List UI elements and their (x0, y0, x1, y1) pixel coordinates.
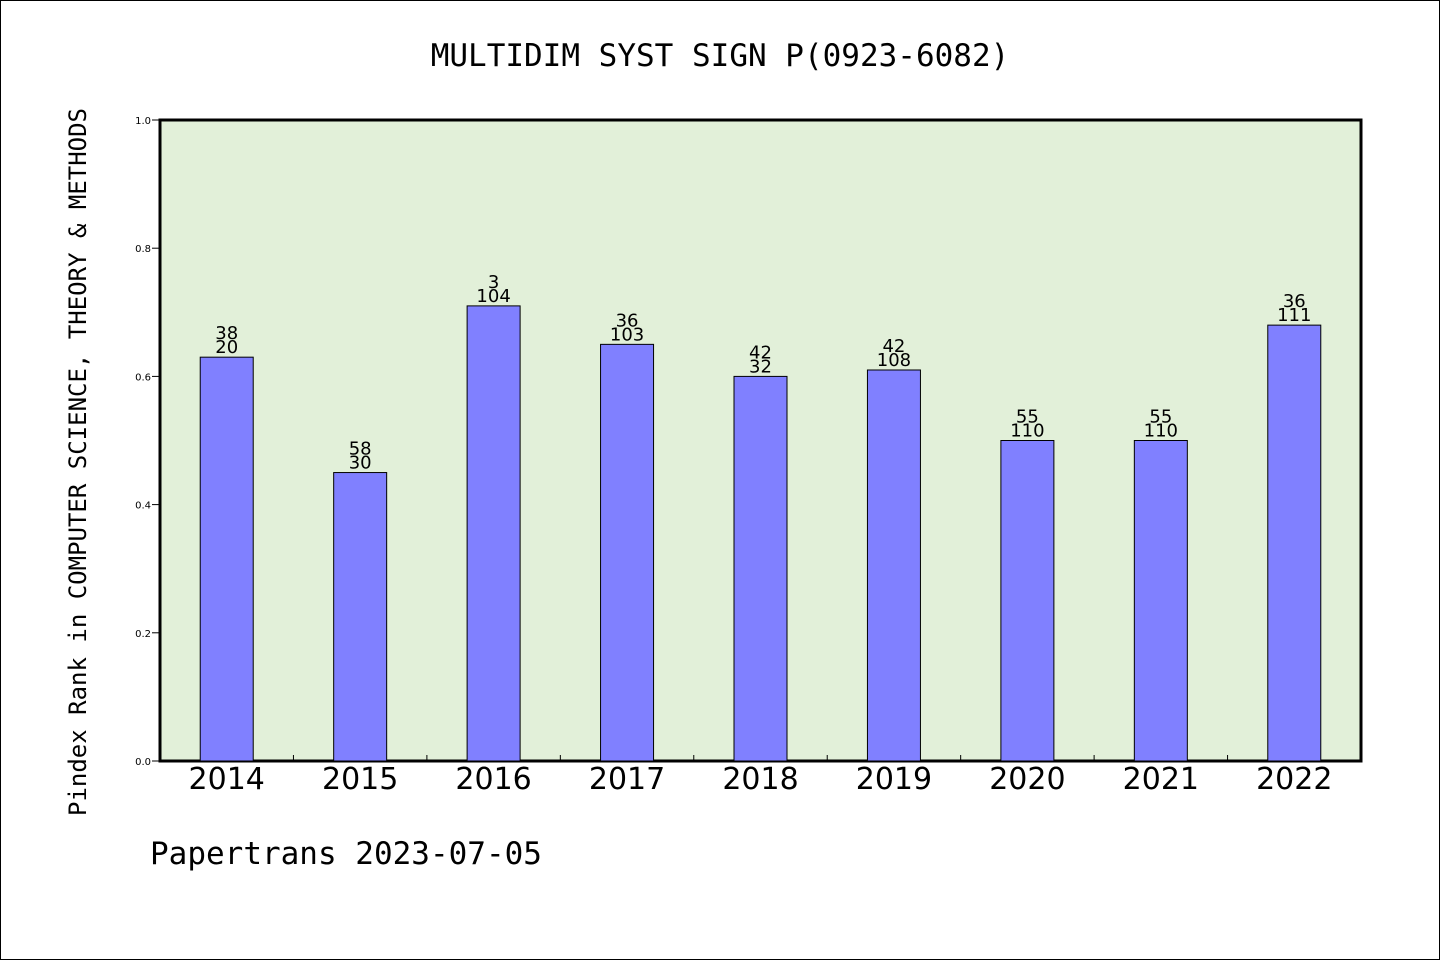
x-tick-label: 2021 (1123, 762, 1199, 797)
x-tick-label: 2019 (856, 762, 932, 797)
bar-2015 (333, 472, 388, 762)
data-label-bottom: 103 (610, 324, 644, 345)
y-tick-label: 0.8 (135, 244, 151, 255)
chart-title: MULTIDIM SYST SIGN P(0923-6082) (431, 38, 1010, 74)
data-label-top: 42 (749, 342, 772, 363)
x-tick-label: 2015 (322, 762, 398, 797)
data-label-top: 55 (1149, 407, 1172, 428)
x-tick-label: 2016 (455, 762, 531, 797)
data-label-top: 55 (1016, 407, 1039, 428)
bar-2017 (600, 343, 655, 762)
y-tick-label: 0.4 (135, 501, 151, 512)
data-label-bottom: 104 (476, 286, 510, 307)
footer-text: Papertrans 2023-07-05 (150, 836, 542, 872)
x-tick-label: 2018 (722, 762, 798, 797)
bar-2014 (199, 356, 254, 762)
x-tick-label: 2014 (189, 762, 265, 797)
bar-2021 (1133, 440, 1188, 762)
x-tick-label: 2022 (1256, 762, 1332, 797)
x-tick-label: 2017 (589, 762, 665, 797)
data-label-top: 42 (882, 336, 905, 357)
y-tick-label: 0.6 (135, 372, 151, 383)
data-label-bottom: 110 (1010, 421, 1044, 442)
data-label-bottom: 108 (877, 350, 911, 371)
y-axis-label: Pindex Rank in COMPUTER SCIENCE, THEORY … (64, 108, 92, 816)
data-label-top: 58 (349, 439, 372, 460)
data-label-bottom: 30 (349, 453, 372, 474)
y-tick-label: 0.0 (135, 757, 151, 768)
data-label-bottom: 32 (749, 356, 772, 377)
bar-2019 (866, 369, 921, 762)
bar-2022 (1267, 324, 1322, 762)
data-label-top: 3 (488, 272, 499, 293)
bar-2016 (466, 305, 521, 762)
data-label-top: 38 (215, 323, 238, 344)
bar-2020 (1000, 440, 1055, 762)
x-tick-label: 2020 (989, 762, 1065, 797)
data-label-bottom: 110 (1144, 421, 1178, 442)
y-tick-label: 1.0 (135, 116, 151, 127)
y-tick-label: 0.2 (135, 629, 151, 640)
data-label-bottom: 111 (1277, 305, 1311, 326)
data-label-top: 36 (1283, 291, 1306, 312)
data-label-bottom: 20 (215, 337, 238, 358)
bar-2018 (733, 375, 788, 762)
data-label-top: 36 (616, 310, 639, 331)
